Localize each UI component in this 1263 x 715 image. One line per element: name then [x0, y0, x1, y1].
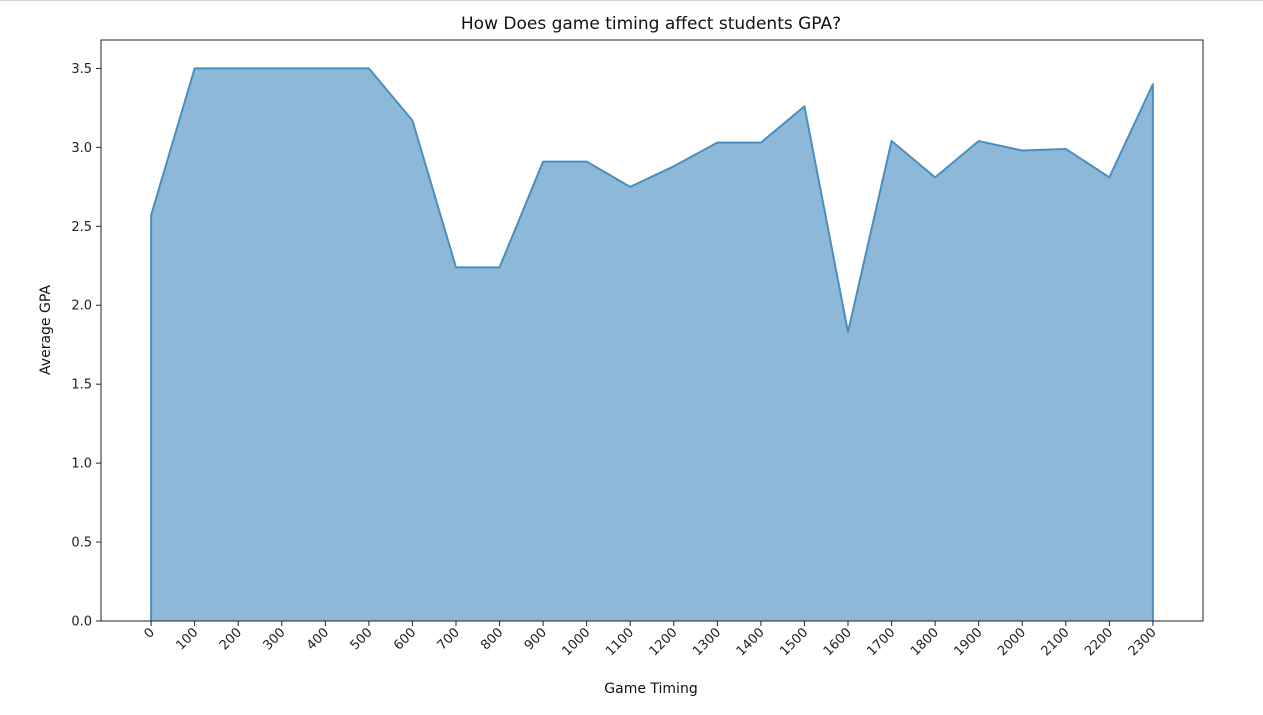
data-point — [802, 104, 806, 108]
area-line — [150, 67, 1154, 621]
x-tick-label: 1100 — [603, 625, 637, 659]
data-point — [410, 119, 414, 123]
x-axis-label: Game Timing — [604, 681, 697, 697]
x-tick-label: 1200 — [647, 625, 681, 659]
x-tick-label: 2200 — [1082, 625, 1116, 659]
x-tick-label: 1400 — [734, 625, 768, 659]
data-point — [1151, 82, 1155, 86]
x-tick-label: 0 — [141, 625, 157, 641]
y-tick-label: 1.5 — [71, 378, 92, 393]
data-point — [846, 330, 850, 334]
data-point — [890, 139, 894, 143]
x-tick-label: 600 — [391, 625, 419, 653]
y-tick-label: 2.0 — [71, 299, 92, 314]
axes-frame — [100, 39, 1204, 622]
y-tick-label: 0.0 — [71, 615, 92, 630]
data-point — [193, 66, 197, 70]
x-tick-label: 300 — [260, 625, 288, 653]
data-point — [280, 66, 284, 70]
x-tick-label: 2100 — [1039, 625, 1073, 659]
x-tick-label: 1000 — [559, 625, 593, 659]
data-point — [323, 66, 327, 70]
data-point — [933, 175, 937, 179]
y-tick-label: 3.0 — [71, 141, 92, 156]
data-point — [672, 164, 676, 168]
data-point — [759, 141, 763, 145]
x-tick-label: 700 — [435, 625, 463, 653]
top-divider — [0, 0, 1263, 1]
chart-title: How Does game timing affect students GPA… — [461, 14, 841, 34]
x-tick-label: 1800 — [908, 625, 942, 659]
x-tick-label: 2000 — [995, 625, 1029, 659]
x-tick-label: 1500 — [777, 625, 811, 659]
plot-area: 0.0 0.5 1.0 1.5 2.0 2.5 3.0 3.5 0 100 200 300 400 500… — [71, 39, 1204, 659]
x-tick-label: 2300 — [1126, 625, 1160, 659]
data-point — [454, 265, 458, 269]
x-tick-label: 1300 — [690, 625, 724, 659]
x-tick-label: 1700 — [864, 625, 898, 659]
data-point — [367, 66, 371, 70]
x-tick-label: 1900 — [952, 625, 986, 659]
data-point — [498, 265, 502, 269]
x-tick-label: 900 — [522, 625, 550, 653]
y-axis-label: Average GPA — [38, 285, 54, 375]
x-tick-label: 800 — [478, 625, 506, 653]
area-fill — [151, 68, 1153, 622]
y-tick-label: 2.5 — [71, 220, 92, 235]
data-point — [236, 66, 240, 70]
data-point — [628, 185, 632, 189]
data-point — [1020, 149, 1024, 153]
data-point — [149, 213, 153, 217]
y-tick-label: 1.0 — [71, 457, 92, 472]
y-tick-label: 3.5 — [71, 62, 92, 77]
y-tick-label: 0.5 — [71, 536, 92, 551]
x-tick-label: 1600 — [821, 625, 855, 659]
x-tick-label: 500 — [348, 625, 376, 653]
x-tick-label: 400 — [304, 625, 332, 653]
x-tick-label: 200 — [217, 625, 245, 653]
data-point — [541, 160, 545, 164]
data-point — [977, 139, 981, 143]
data-point — [585, 160, 589, 164]
data-point — [1107, 175, 1111, 179]
data-point — [715, 141, 719, 145]
x-tick-label: 100 — [173, 625, 201, 653]
data-point — [1064, 147, 1068, 151]
